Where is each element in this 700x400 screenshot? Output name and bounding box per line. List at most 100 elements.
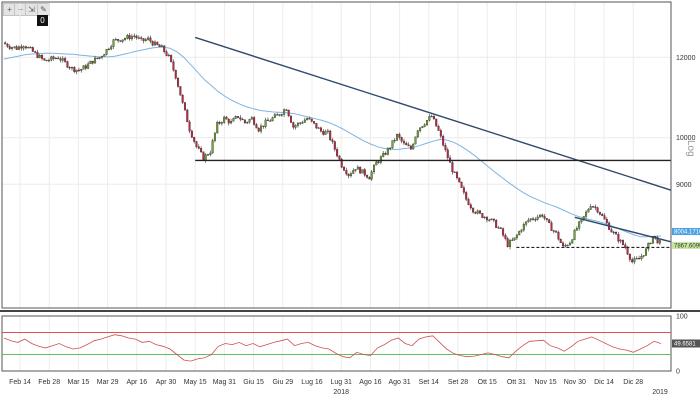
candle-body	[598, 211, 601, 215]
candle-body	[73, 66, 76, 72]
candle-body	[110, 46, 113, 50]
candle-body	[165, 51, 168, 56]
candle-body	[444, 144, 447, 151]
ma-price-tag-bg	[672, 228, 700, 236]
candle-body	[253, 117, 256, 125]
candle-body	[177, 78, 180, 87]
candle-body	[153, 41, 157, 46]
candle-body	[220, 122, 223, 124]
candle-body	[419, 127, 422, 131]
candle-body	[453, 171, 456, 173]
candle-body	[170, 54, 173, 62]
candle-body	[502, 228, 505, 236]
candle-body	[550, 222, 553, 231]
x-tick-label: Feb 28	[38, 379, 60, 386]
candle-body	[384, 153, 387, 155]
x-tick-label: Apr 16	[126, 379, 147, 386]
candle-body	[490, 218, 493, 221]
candle-body	[497, 227, 500, 229]
indicator-count-badge: 0	[37, 15, 48, 26]
candle-body	[294, 125, 297, 128]
candle-body	[483, 216, 486, 219]
x-tick-label: Dic 14	[594, 379, 614, 386]
candle-body	[163, 45, 166, 52]
candle-body	[329, 130, 332, 141]
candle-body	[75, 69, 78, 72]
candle-body	[393, 140, 396, 142]
moving-average-line	[3, 46, 662, 238]
candle-body	[186, 109, 189, 123]
candle-body	[541, 214, 544, 217]
candle-body	[548, 219, 551, 224]
candle-body	[248, 119, 251, 123]
candle-body	[326, 130, 329, 132]
candle-body	[149, 37, 152, 42]
candle-body	[520, 229, 523, 232]
candle-body	[151, 41, 154, 46]
rsi-line	[3, 334, 662, 362]
candle-body	[47, 59, 50, 62]
candle-body	[356, 166, 359, 170]
x-tick-label: Mag 31	[213, 379, 236, 386]
candle-body	[492, 218, 495, 221]
candle-body	[13, 46, 16, 48]
candle-body	[508, 240, 512, 247]
candle-body	[100, 56, 103, 58]
candle-body	[594, 206, 597, 208]
candle-body	[114, 39, 117, 41]
candle-body	[331, 139, 334, 142]
candle-body	[377, 161, 380, 163]
candle-body	[555, 230, 558, 233]
candle-body	[368, 177, 371, 180]
candle-body	[241, 118, 244, 121]
candle-body	[476, 210, 479, 214]
y-tick-label: 10000	[676, 135, 696, 142]
candle-body	[591, 206, 595, 208]
candle-body	[34, 51, 37, 53]
candle-body	[658, 240, 661, 244]
candle-body	[135, 35, 138, 39]
ma-price-tag: 8004.1710	[674, 230, 700, 236]
candle-body	[278, 114, 281, 116]
x-tick-label: Ott 31	[507, 379, 526, 386]
candle-body	[511, 239, 514, 241]
candle-body	[124, 38, 127, 40]
candle-body	[610, 229, 613, 233]
x-tick-label: Mar 29	[97, 379, 119, 386]
candle-body	[437, 126, 440, 131]
candle-body	[529, 218, 532, 221]
candle-body	[213, 132, 216, 141]
candle-body	[89, 60, 92, 65]
candle-body	[257, 127, 260, 132]
candle-body	[70, 66, 74, 69]
candle-body	[15, 46, 18, 50]
rsi-value-tag-bg	[672, 339, 700, 348]
y-tick-label: 9000	[676, 182, 692, 189]
x-tick-label: Lug 31	[330, 379, 352, 386]
y-tick-label: 12000	[676, 55, 696, 62]
candle-body	[582, 216, 585, 219]
candle-body	[589, 206, 592, 210]
candle-body	[232, 118, 235, 122]
candle-body	[190, 130, 193, 138]
candle-body	[91, 60, 94, 64]
candle-body	[587, 209, 590, 213]
candle-body	[317, 127, 320, 129]
candle-body	[536, 216, 539, 220]
candle-body	[36, 51, 39, 58]
candle-body	[84, 65, 87, 69]
candle-body	[585, 211, 588, 217]
candle-body	[243, 119, 246, 123]
candle-body	[68, 67, 71, 69]
candle-body	[216, 122, 219, 134]
candle-body	[601, 214, 604, 216]
candle-body	[310, 118, 313, 122]
candle-body	[617, 234, 620, 242]
candle-body	[338, 155, 341, 160]
candle-body	[647, 242, 650, 250]
candle-body	[303, 119, 306, 123]
candle-body	[640, 256, 643, 260]
candle-body	[301, 122, 304, 124]
x-tick-label: Ott 15	[478, 379, 497, 386]
